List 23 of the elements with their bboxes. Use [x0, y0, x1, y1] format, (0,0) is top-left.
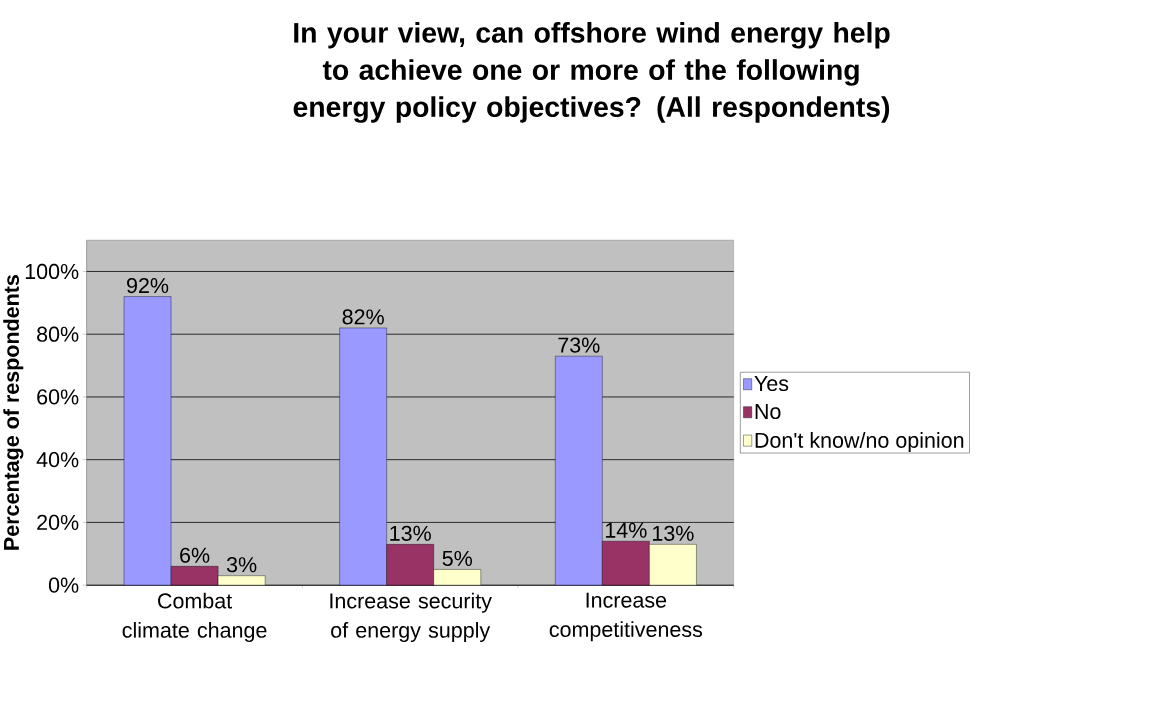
data-label: 6%	[180, 547, 210, 563]
data-label: 92%	[127, 277, 169, 293]
y-tick-label: 80%	[37, 326, 79, 342]
y-axis-title: Percentage of respondents	[3, 274, 24, 550]
y-tick-label: 20%	[37, 514, 79, 530]
x-tick-label: Combat climate change	[122, 592, 267, 642]
legend-label: No	[755, 403, 781, 419]
data-label: 82%	[342, 309, 384, 325]
x-tick-label: Increase security of energy supply	[330, 592, 492, 642]
y-tick-label: 0%	[48, 577, 79, 593]
x-tick-label: Increase competitiveness	[549, 592, 703, 642]
chart-title: In your view, can offshore wind energy help to achieve one or more of the following energy policy objectives? (All respondents)	[293, 21, 890, 123]
y-tick-label: 40%	[36, 451, 79, 468]
data-label: 5%	[442, 550, 473, 566]
data-label: 14%	[605, 522, 647, 538]
data-label: 13%	[390, 525, 431, 541]
legend-label: Don't know/no opinion	[755, 431, 964, 452]
data-label: 13%	[653, 525, 694, 541]
data-label: 3%	[226, 556, 257, 573]
y-tick-label: 60%	[37, 389, 79, 405]
y-tick-label: 100%	[25, 263, 79, 279]
legend-label: Yes	[754, 375, 789, 391]
data-label: 73%	[558, 337, 600, 353]
